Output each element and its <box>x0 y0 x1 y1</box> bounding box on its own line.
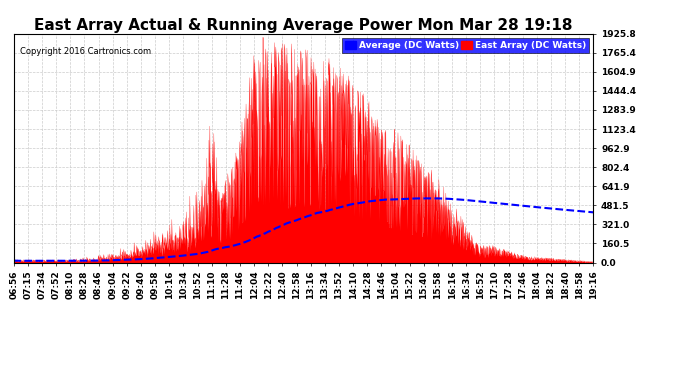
Title: East Array Actual & Running Average Power Mon Mar 28 19:18: East Array Actual & Running Average Powe… <box>34 18 573 33</box>
Text: Copyright 2016 Cartronics.com: Copyright 2016 Cartronics.com <box>19 48 150 57</box>
Legend: Average (DC Watts), East Array (DC Watts): Average (DC Watts), East Array (DC Watts… <box>342 38 589 53</box>
